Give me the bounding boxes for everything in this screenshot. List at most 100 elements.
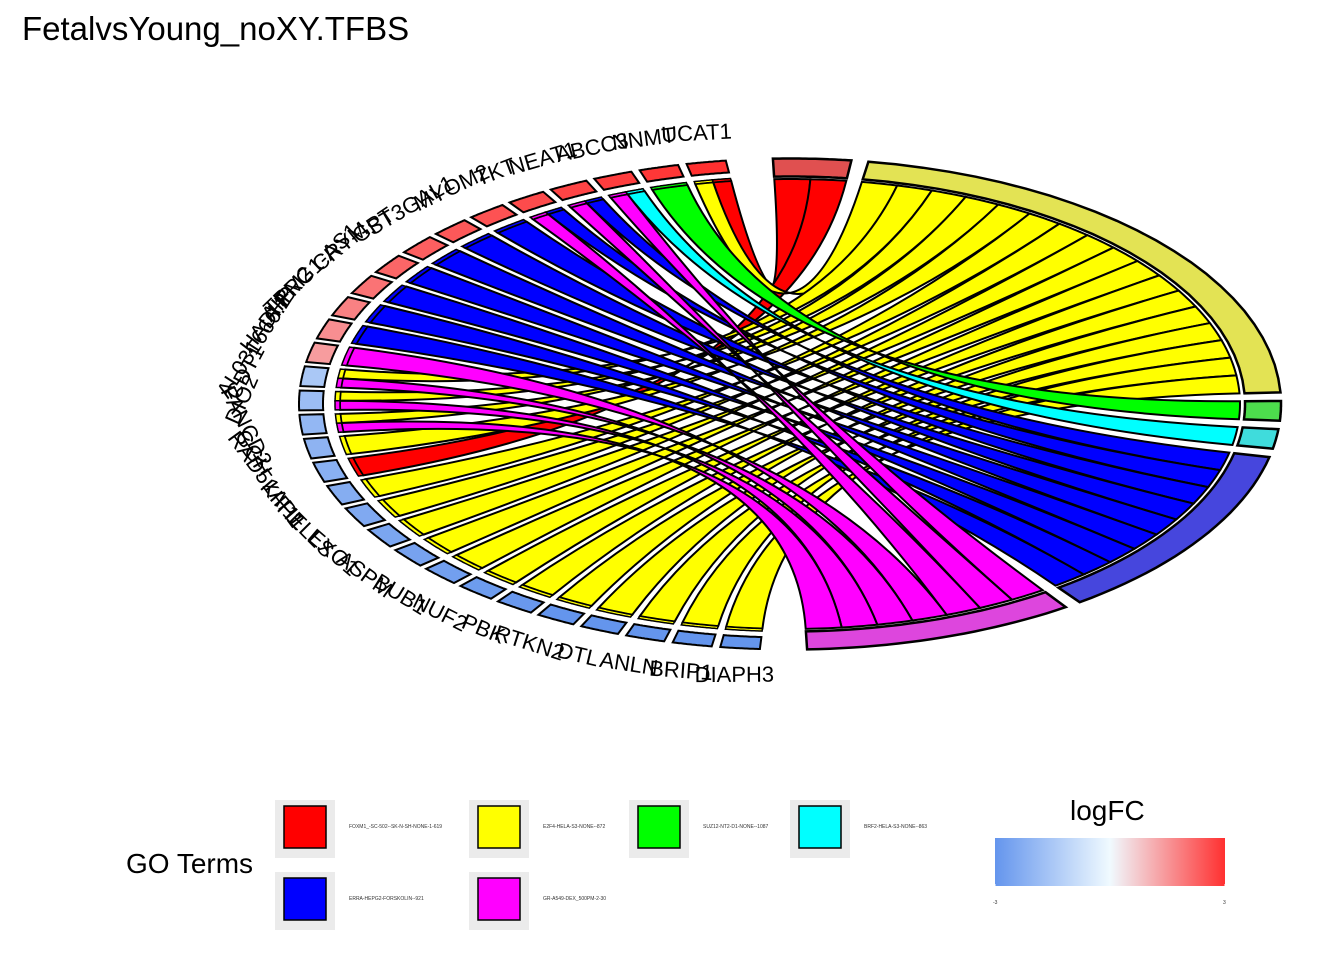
gene-segment-rad51ap1 [311,458,349,483]
gene-term-band-nuf2 [482,569,518,586]
gene-term-band-diaph3 [724,625,764,632]
gene-segment-st3gal1 [433,219,483,244]
ribbon-nuf2-2 [485,274,1181,584]
gene-segment-ucat1 [685,159,731,177]
ribbon-cdt1-2 [341,184,934,383]
gene-segment-anln [624,622,672,643]
gene-segment-tkt [507,190,558,214]
term-arc-2 [861,160,1282,395]
legend-label-3: SUZ12-NT2-D1-NONE--1087 [703,824,769,830]
gene-segment-fancd2 [298,413,328,436]
gene-term-band-dio2 [334,390,342,402]
gene-term-band-tprg1-as1 [382,284,408,304]
term-arc-3 [1242,399,1283,422]
gene-term-band-brip1 [680,621,720,630]
legend-label-5: ERRA-HEPG2-FORSKOLIN--921 [349,896,424,902]
gene-term-band-bub1 [451,554,484,571]
gene-segment-rtkn2 [536,603,586,626]
ribbon-myom2-5 [495,220,1210,505]
gene-term-band-ucat1 [693,178,715,185]
gene-label-diaph3: DIAPH3 [695,662,775,687]
gene-label-brip1: BRIP1 [648,656,713,686]
gene-segment-nnmt [638,163,685,183]
ribbon-dio2-6 [338,399,879,629]
gene-segment-gpt [401,235,450,261]
gene-term-band-abcc3 [607,190,629,199]
logfc-min-label: -3 [993,900,998,906]
ribbon-tkt-5 [546,208,1222,489]
ribbon-dtl-2 [596,321,1224,616]
gene-term-band-pbk [517,584,555,599]
gene-segment-exo1 [366,522,412,548]
term-arc-1 [771,157,853,180]
legend-label-1: FOXM1_-SC-502--SK-N-SH-NONE-1-619 [349,824,442,830]
ribbon-pbk-2 [520,289,1198,597]
gene-term-band-al031666-2 [340,346,356,367]
gene-term-band-crym [404,265,434,284]
legend-swatch-1 [283,805,327,849]
gene-segment-hadhb [315,318,354,343]
gene-segment-al031666-2 [304,341,340,366]
ribbon-tkt-6 [530,213,982,617]
ribbons-group [338,178,1242,630]
gene-term-band-ggh [338,435,353,456]
ribbon-bub1-2 [454,259,1162,570]
gene-segment-brip1 [671,629,717,648]
gene-term-segments [334,177,764,632]
gene-term-band-st3gal1 [460,232,494,249]
logfc-legend: logFC -3 3 [993,795,1226,906]
ribbon-neat1-5 [584,198,1231,472]
term-arcs [771,157,1283,651]
gene-term-band-dtl [595,606,634,618]
ribbon-nnmt-3 [650,183,1242,421]
ribbon-anln-2 [638,339,1232,623]
gene-term-band-fancd2 [334,413,343,424]
ribbon-abcc3-4 [625,189,1239,447]
ribbon-neat1-6 [568,202,1015,610]
gene-segment-diaph3 [718,634,763,650]
gene-segment-kif11 [325,480,366,506]
term-arc-5 [1055,451,1272,604]
legend-swatch-3 [637,805,681,849]
gene-segment-ggh [302,436,337,460]
ribbon-st3gal1-5 [463,234,1196,521]
gene-term-band-anln [636,615,676,625]
gene-segment-nuf2 [458,575,508,600]
term-arc-6 [804,590,1069,651]
ribbon-hells-2 [380,222,1090,518]
ribbon-ucat1-2 [693,180,899,295]
go-legend-title: GO Terms [126,848,253,879]
gene-label-ucat1: UCAT1 [661,119,733,148]
ribbon-hadhb-5 [354,325,1087,587]
gene-logfc-segments [298,159,763,650]
gene-term-band-ucat1 [711,177,733,184]
gene-term-band-neat1 [566,200,589,209]
gene-term-band-hells [376,498,402,518]
logfc-max-label: 3 [1223,900,1226,906]
gene-segment-tprg1-as1 [349,274,394,300]
gene-term-band-myom2 [492,218,529,234]
gene-segment-abcc3 [592,170,641,192]
term-arc-4 [1235,426,1280,451]
gene-term-band-fancd2 [335,422,345,434]
gene-term-band-hadhb [350,324,370,345]
gene-segment-dtl [579,614,629,635]
gene-term-band-dio2 [334,399,342,411]
gene-label-dtl: DTL [555,638,601,672]
gene-term-band-rtkn2 [555,596,593,610]
legend-label-6: GR-A549-DEX_500PM-2-30 [543,896,606,902]
gene-segment-aspm [393,541,441,567]
gene-term-band-aifm2 [364,304,387,324]
gene-segment-neat1 [548,179,599,202]
gene-segment-bub1 [423,559,473,585]
ribbon-fancd2-2 [339,195,1001,424]
gene-segment-cdt1 [299,365,330,389]
gene-segment-dio2 [298,389,325,412]
gene-segment-myom2 [468,203,519,228]
gene-segment-pbk [495,590,546,614]
ribbon-fancd2-6 [340,420,843,630]
legend-swatch-6 [477,877,521,921]
legend-label-4: BRF2-HELA-S3-NONE--863 [864,824,927,830]
gene-term-band-tkt [528,211,550,221]
gene-term-band-nnmt [649,181,689,191]
